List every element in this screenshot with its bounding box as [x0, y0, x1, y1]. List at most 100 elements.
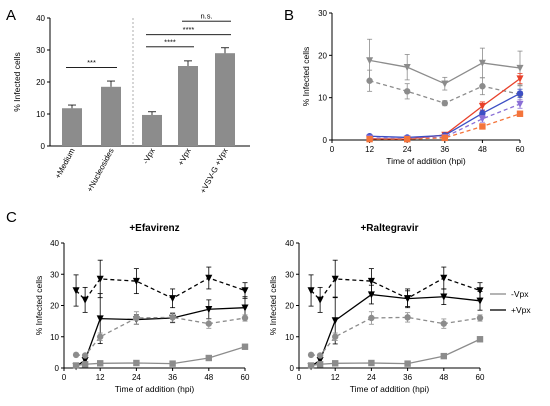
line-chart-efavirenz: 0 10 20 30 40 0 12 24 36 48 60 % Infected cells Time… [34, 223, 250, 394]
series-0 [307, 259, 484, 313]
significance-label: **** [183, 25, 195, 34]
data-point [404, 314, 411, 321]
data-point [476, 297, 484, 305]
data-point [72, 287, 80, 295]
data-point [96, 315, 104, 323]
data-point [81, 356, 89, 365]
data-point [331, 317, 339, 325]
y-axis-label: % Infected cells [301, 47, 311, 107]
data-point [476, 336, 484, 343]
data-point [332, 333, 339, 340]
data-point [368, 359, 375, 367]
x-tick-label: 12 [96, 373, 105, 382]
data-point [441, 134, 448, 142]
data-point [478, 59, 486, 67]
x-axis-label: Time of addition (hpi) [350, 384, 430, 394]
y-tick-label: 40 [36, 14, 45, 23]
data-point [516, 90, 524, 97]
series-line [369, 113, 521, 140]
bar-1 [101, 86, 121, 146]
significance-label: n.s. [200, 12, 212, 21]
data-point [404, 88, 411, 95]
data-point [366, 77, 373, 84]
data-point [479, 83, 486, 90]
data-point [316, 356, 324, 365]
data-point [478, 115, 486, 123]
data-point [241, 304, 249, 312]
y-tick-label: 30 [318, 9, 327, 18]
series-3 [366, 88, 524, 141]
y-tick-label: 0 [323, 136, 328, 145]
data-point [404, 135, 411, 143]
series-0 [72, 259, 249, 313]
y-tick-label: 0 [41, 142, 46, 151]
data-point [205, 306, 213, 314]
panel-letter-b: B [284, 7, 294, 24]
y-axis-label: % Infected cells [12, 52, 22, 112]
series-line [75, 277, 246, 301]
x-tick-label: 36 [440, 145, 449, 154]
x-tick-label: 12 [365, 145, 374, 154]
data-point [476, 287, 484, 295]
category-label: +VSV-G +Vpx [198, 147, 229, 195]
y-tick-label: 10 [50, 333, 59, 342]
x-tick-label: 0 [297, 373, 302, 382]
panel-letter-c: C [6, 209, 17, 226]
data-point [132, 277, 140, 285]
series-2 [307, 311, 484, 359]
legend-label: +Vpx [511, 305, 531, 315]
significance-label: *** [87, 58, 96, 67]
series-line [310, 277, 481, 301]
y-axis-label: % Infected cells [34, 276, 44, 336]
y-tick-label: 10 [285, 333, 294, 342]
data-point [440, 274, 448, 282]
data-point [133, 314, 140, 322]
data-point [516, 110, 524, 117]
bar-4 [215, 53, 235, 147]
x-tick-label: 24 [132, 373, 141, 382]
data-point [316, 352, 324, 359]
x-tick-label: 48 [478, 145, 487, 154]
x-tick-label: 36 [403, 373, 412, 382]
series-3 [72, 343, 249, 369]
series-3 [307, 336, 484, 369]
data-point [332, 360, 339, 367]
y-axis-label: % Infected cells [268, 276, 278, 336]
data-point [404, 360, 411, 367]
y-tick-label: 40 [50, 239, 59, 248]
data-point [81, 361, 89, 368]
data-point [133, 359, 140, 367]
y-tick-label: 20 [36, 78, 45, 87]
chart-title: +Raltegravir [360, 223, 418, 234]
bar-chart-a: 0 10 20 30 40 % Infected cells +Medium +Nucleos… [12, 12, 250, 195]
data-point [169, 360, 176, 367]
data-point [307, 362, 315, 369]
data-point [316, 361, 324, 368]
data-point [441, 99, 448, 107]
y-tick-label: 0 [290, 364, 295, 373]
data-point [205, 354, 212, 362]
data-point [516, 100, 524, 108]
category-label: +Nucleosides [85, 147, 116, 194]
data-point [441, 80, 449, 88]
x-tick-label: 12 [331, 373, 340, 382]
data-point [72, 362, 80, 369]
data-point [169, 295, 177, 303]
x-tick-label: 0 [330, 145, 335, 154]
y-tick-label: 10 [318, 94, 327, 103]
data-point [97, 333, 104, 340]
data-point [205, 320, 212, 327]
category-label: +Vpx [176, 147, 193, 168]
data-point [367, 291, 375, 299]
series-2 [72, 311, 249, 359]
x-tick-label: 48 [204, 373, 213, 382]
data-point [81, 296, 89, 304]
y-tick-label: 40 [285, 239, 294, 248]
y-tick-label: 30 [50, 270, 59, 279]
series-5 [366, 110, 524, 143]
x-tick-label: 60 [476, 373, 485, 382]
data-point [241, 343, 249, 350]
category-label: -Vpx [141, 147, 157, 166]
significance-label: **** [164, 37, 176, 46]
x-axis-label: Time of addition (hpi) [115, 384, 195, 394]
